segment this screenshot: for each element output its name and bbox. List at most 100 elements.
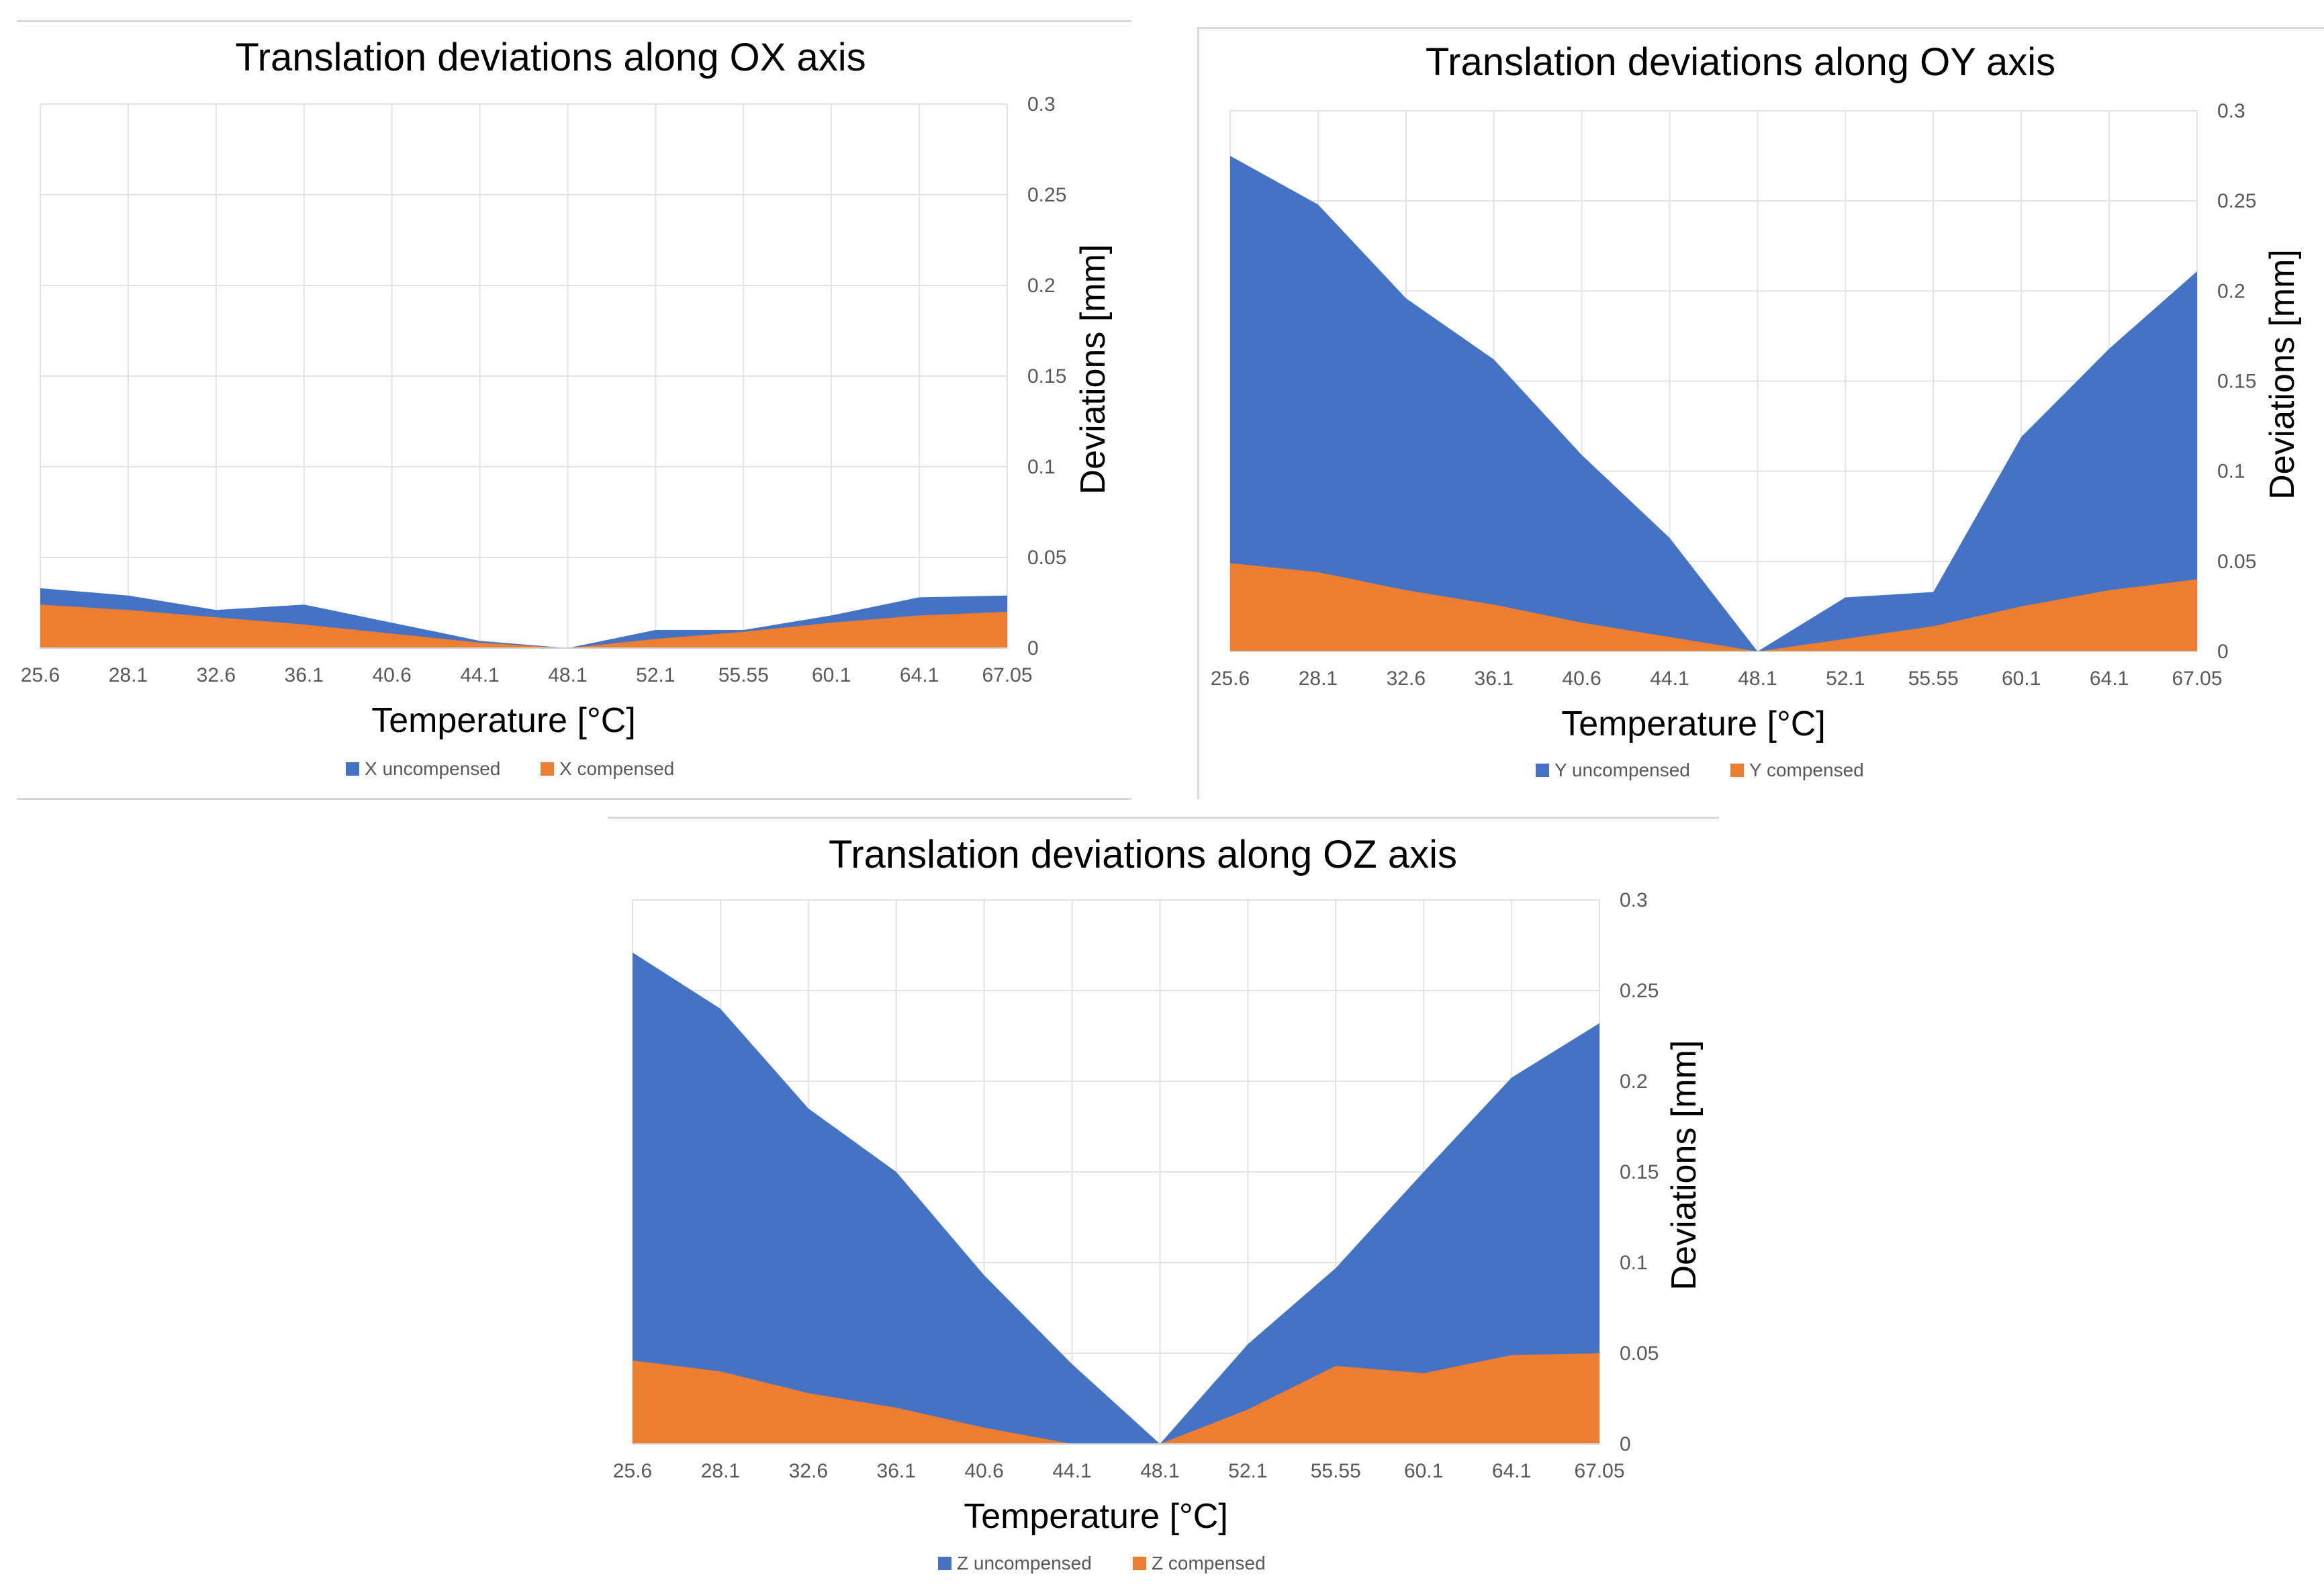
y-tick-label: 0.15 — [1027, 365, 1066, 388]
x-tick-label: 40.6 — [1562, 668, 1601, 690]
x-tick-label: 32.6 — [1387, 668, 1426, 690]
x-tick-label: 55.55 — [1311, 1460, 1361, 1482]
chart-svg: Translation deviations along OX axis 0 0.0… — [21, 36, 1113, 779]
x-tick-label: 44.1 — [460, 664, 499, 686]
x-tick-labels: 25.6 28.1 32.6 36.1 40.6 44.1 48.1 52.1 55.55 60.… — [21, 664, 1033, 686]
y-tick-label: 0.15 — [2217, 371, 2256, 393]
x-tick-labels: 25.6 28.1 32.6 36.1 40.6 44.1 48.1 52.1 55.55 60.… — [613, 1460, 1625, 1482]
y-tick-label: 0.2 — [2217, 280, 2245, 302]
y-tick-label: 0 — [2217, 641, 2229, 663]
legend-swatch-y-compensed — [1730, 764, 1744, 777]
y-tick-label: 0 — [1027, 637, 1039, 659]
legend-swatch-z-uncompensed — [938, 1557, 951, 1570]
x-tick-label: 52.1 — [1826, 668, 1865, 690]
areas — [1230, 156, 2197, 652]
x-tick-label: 25.6 — [21, 664, 60, 686]
right-panel-left-separator — [1197, 27, 1199, 799]
x-tick-label: 25.6 — [1211, 668, 1250, 690]
chart-svg: Translation deviations along OZ axis 0 0.0… — [613, 833, 1704, 1574]
x-axis-label: Temperature [°C] — [1561, 704, 1826, 743]
legend-swatch-x-uncompensed — [346, 762, 359, 776]
y-axis-label: Deviations [mm] — [2263, 249, 2302, 500]
y-tick-label: 0.1 — [1620, 1252, 1648, 1274]
y-axis-label: Deviations [mm] — [1665, 1040, 1704, 1291]
legend-label-y-compensed: Y compensed — [1749, 760, 1864, 780]
top-left-separator — [17, 20, 1131, 22]
y-tick-label: 0.25 — [1027, 184, 1066, 206]
area-y-compensed — [1230, 563, 2197, 651]
x-axis-label: Temperature [°C] — [371, 701, 636, 740]
y-tick-label: 0.25 — [2217, 190, 2256, 212]
x-tick-label: 36.1 — [285, 664, 324, 686]
x-tick-label: 44.1 — [1650, 668, 1689, 690]
area-z-compensed — [633, 1353, 1599, 1444]
x-tick-label: 60.1 — [1404, 1460, 1443, 1482]
x-tick-label: 28.1 — [701, 1460, 740, 1482]
chart-svg: Translation deviations along OY axis 0 0.0… — [1211, 40, 2302, 780]
y-tick-label: 0.05 — [2217, 551, 2256, 573]
legend-swatch-y-uncompensed — [1536, 764, 1549, 777]
area-y-uncompensed — [1230, 156, 2197, 652]
y-tick-label: 0.1 — [1027, 456, 1056, 478]
y-tick-labels: 0 0.05 0.1 0.15 0.2 0.25 0.3 — [1620, 889, 1659, 1455]
gridlines — [40, 103, 1008, 649]
x-tick-label: 52.1 — [636, 664, 675, 686]
y-tick-label: 0.1 — [2217, 461, 2245, 483]
x-tick-label: 36.1 — [1475, 668, 1514, 690]
x-tick-label: 28.1 — [109, 664, 148, 686]
x-tick-label: 48.1 — [1738, 668, 1777, 690]
x-tick-label: 44.1 — [1052, 1460, 1091, 1482]
chart-title: Translation deviations along OY axis — [1426, 40, 2055, 84]
x-tick-labels: 25.6 28.1 32.6 36.1 40.6 44.1 48.1 52.1 55.55 60.… — [1211, 668, 2223, 690]
x-axis-label: Temperature [°C] — [964, 1497, 1228, 1536]
chart-oy: Translation deviations along OY axis 0 0.0… — [1195, 30, 2324, 809]
legend-label-x-compensed: X compensed — [559, 758, 674, 779]
chart-title: Translation deviations along OX axis — [235, 36, 866, 79]
y-tick-label: 0 — [1620, 1433, 1631, 1455]
y-tick-labels: 0 0.05 0.1 0.15 0.2 0.25 0.3 — [2217, 100, 2256, 663]
y-tick-labels: 0 0.05 0.1 0.15 0.2 0.25 0.3 — [1027, 93, 1066, 659]
x-tick-label: 48.1 — [548, 664, 587, 686]
x-tick-label: 48.1 — [1140, 1460, 1179, 1482]
chart-ox: Translation deviations along OX axis 0 0.0… — [0, 24, 1142, 803]
y-tick-label: 0.2 — [1620, 1071, 1648, 1093]
x-tick-label: 55.55 — [1908, 668, 1959, 690]
areas — [40, 588, 1007, 648]
legend: X uncompensed X compensed — [346, 758, 674, 779]
y-axis-label: Deviations [mm] — [1074, 244, 1113, 495]
legend-swatch-z-compensed — [1133, 1557, 1146, 1570]
y-tick-label: 0.05 — [1027, 547, 1066, 569]
x-tick-label: 64.1 — [900, 664, 939, 686]
y-tick-label: 0.3 — [1620, 889, 1648, 911]
legend: Z uncompensed Z compensed — [938, 1553, 1266, 1574]
y-tick-label: 0.25 — [1620, 980, 1659, 1002]
middle-separator — [608, 817, 1719, 819]
legend-label-z-uncompensed: Z uncompensed — [957, 1553, 1092, 1574]
x-tick-label: 40.6 — [372, 664, 411, 686]
x-tick-label: 67.05 — [1574, 1460, 1624, 1482]
x-tick-label: 60.1 — [2002, 668, 2041, 690]
x-tick-label: 25.6 — [613, 1460, 652, 1482]
y-tick-label: 0.3 — [1027, 93, 1056, 116]
y-tick-label: 0.2 — [1027, 275, 1056, 297]
legend-swatch-x-compensed — [541, 762, 554, 776]
x-tick-label: 32.6 — [197, 664, 236, 686]
areas — [633, 952, 1599, 1444]
x-tick-label: 28.1 — [1299, 668, 1338, 690]
y-tick-label: 0.15 — [1620, 1161, 1659, 1183]
area-x-compensed — [40, 604, 1007, 648]
area-z-uncompensed — [633, 952, 1599, 1444]
right-panel-top-separator — [1197, 27, 2324, 29]
x-tick-label: 36.1 — [877, 1460, 916, 1482]
x-tick-label: 64.1 — [1492, 1460, 1531, 1482]
x-tick-label: 40.6 — [964, 1460, 1003, 1482]
y-tick-label: 0.05 — [1620, 1342, 1659, 1365]
legend-label-y-uncompensed: Y uncompensed — [1554, 760, 1690, 780]
chart-oz: Translation deviations along OZ axis 0 0.0… — [591, 823, 1732, 1588]
chart-title: Translation deviations along OZ axis — [829, 833, 1457, 876]
x-tick-label: 67.05 — [982, 664, 1032, 686]
x-tick-label: 55.55 — [718, 664, 769, 686]
legend: Y uncompensed Y compensed — [1536, 760, 1864, 780]
x-tick-label: 60.1 — [812, 664, 851, 686]
x-tick-label: 52.1 — [1228, 1460, 1267, 1482]
